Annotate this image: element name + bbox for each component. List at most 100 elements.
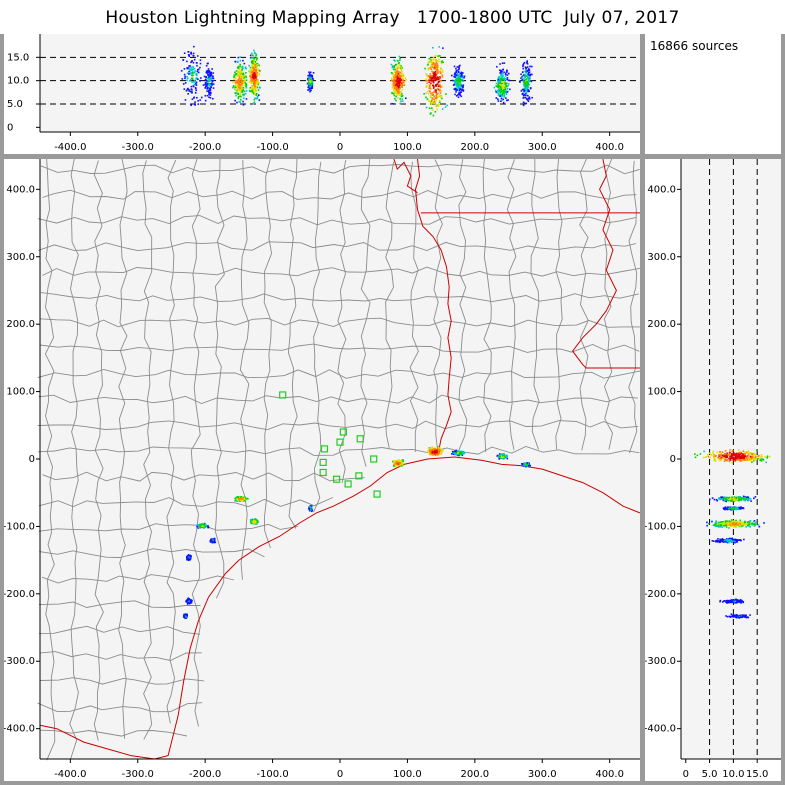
lightning-source-point [731,497,734,500]
lightning-source-point [522,88,525,91]
lightning-source-point [251,75,254,78]
lightning-source-point [425,106,428,109]
y-tick-label: -400.0 [4,724,35,735]
lightning-source-point [455,449,458,452]
lightning-source-point [394,92,397,94]
lightning-source-point [249,518,252,521]
lightning-source-point [250,519,253,521]
lightning-source-point [240,69,243,72]
x-tick-label: -400.0 [54,142,86,153]
lightning-source-point [240,496,242,498]
lightning-source-point [203,523,206,526]
lightning-source-point [398,67,401,69]
lightning-source-point [506,69,508,72]
lightning-source-point [727,497,730,499]
lightning-source-point [731,457,734,460]
lightning-source-point [737,615,740,617]
lightning-source-point [743,538,745,541]
lightning-source-point [728,539,730,541]
lightning-source-point [195,81,198,84]
altitude-east-west-plot: 05.010.015.0-400.0 -300.0 -200.0 -100.0 0 100… [7,34,640,153]
lightning-source-point [501,76,504,78]
lightning-source-point [242,67,244,70]
lightning-source-point [523,93,526,96]
x-tick-label: -100.0 [256,142,288,153]
lightning-source-point [502,92,504,95]
lightning-source-point [430,103,433,106]
lightning-source-point [731,454,734,456]
lightning-source-point [439,101,441,103]
lightning-source-point [738,599,740,602]
lightning-source-point [724,506,727,508]
lightning-source-point [190,68,192,70]
lightning-source-point [239,63,241,66]
lightning-source-point [207,70,210,72]
lightning-source-point [206,90,208,92]
lightning-source-point [722,522,725,524]
lightning-source-point [397,62,400,65]
lightning-source-point [765,461,767,464]
lightning-source-point [252,84,254,87]
x-tick-label: 200.0 [461,142,490,153]
lightning-source-point [497,92,500,95]
lightning-source-point [455,78,458,81]
lightning-source-point [720,521,723,523]
lightning-source-point [522,92,524,95]
lightning-source-point [722,524,725,527]
lightning-source-point [738,524,741,526]
lightning-source-point [439,86,442,89]
lightning-source-point [527,464,530,467]
lightning-source-point [187,87,189,90]
lightning-source-point [183,613,186,616]
lightning-source-point [252,70,254,72]
lightning-source-point [455,77,458,80]
lightning-source-point [399,84,401,87]
lightning-source-point [199,62,202,65]
lightning-source-point [199,524,202,526]
lightning-source-point [527,78,530,81]
lightning-source-point [527,90,529,93]
lightning-source-point [392,460,394,463]
lightning-source-point [395,99,397,102]
lightning-source-point [250,88,253,90]
lightning-source-point [437,64,439,67]
lightning-source-point [397,92,399,94]
lightning-source-point [428,67,431,70]
lightning-source-point [451,450,454,453]
lightning-source-point [497,81,500,84]
lightning-source-point [723,499,726,502]
lightning-source-point [431,452,434,454]
lightning-source-point [242,100,244,103]
lightning-source-point [194,103,196,105]
lightning-source-point [766,456,769,459]
lightning-source-point [456,89,458,91]
lightning-source-point [432,62,435,65]
title-bar: Houston Lightning Mapping Array 1700-180… [0,0,785,34]
lightning-source-point [399,83,402,85]
lightning-source-point [757,524,760,526]
lightning-source-point [401,81,404,84]
lightning-source-point [742,453,744,455]
lightning-source-point [395,74,397,77]
lightning-source-point [401,464,404,467]
lightning-source-point [737,457,739,459]
lightning-source-point [192,85,195,87]
lightning-source-point [731,601,733,603]
lightning-source-point [400,100,402,103]
lightning-source-point [499,83,501,86]
lightning-source-point [744,521,746,524]
lightning-source-point [437,451,440,454]
lightning-source-point [738,454,741,456]
lightning-source-point [245,72,247,74]
lightning-source-point [428,79,430,82]
lma-station-marker [370,455,378,463]
lightning-source-point [195,84,198,86]
lightning-source-point [751,461,753,463]
lightning-source-point [734,539,737,541]
lightning-source-point [191,60,193,62]
lightning-source-point [436,76,439,78]
county-line [555,159,563,450]
lightning-source-point [714,455,717,458]
lightning-source-point [729,521,732,524]
lightning-source-point [244,67,247,70]
